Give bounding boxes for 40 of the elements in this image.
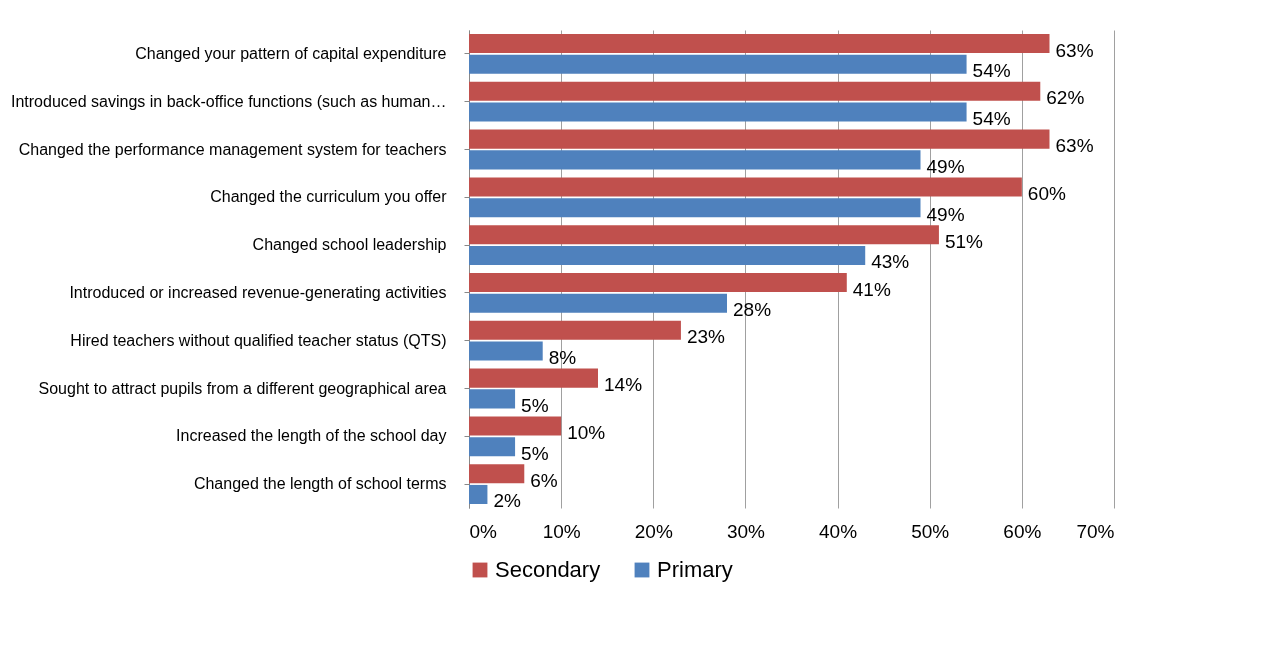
- data-label: 49%: [926, 203, 965, 225]
- x-tick-label: 20%: [634, 520, 673, 542]
- data-label: 60%: [1027, 182, 1066, 204]
- data-label: 5%: [521, 442, 549, 464]
- data-label: 5%: [521, 394, 549, 416]
- x-tick-label: 10%: [542, 520, 581, 542]
- data-label: 43%: [871, 251, 910, 273]
- y-tick-label: Changed the performance management system for teachers: [18, 140, 447, 158]
- data-label: 41%: [852, 278, 891, 300]
- y-tick-label: Increased the length of the school day: [176, 427, 447, 445]
- data-label: 49%: [926, 155, 965, 177]
- data-label: 63%: [1055, 39, 1094, 61]
- data-label: 54%: [972, 60, 1011, 82]
- x-tick-label: 60%: [1003, 520, 1042, 542]
- y-tick-label: Sought to attract pupils from a different geographical area: [38, 379, 447, 397]
- legend-label: Primary: [657, 557, 733, 582]
- data-label: 14%: [604, 374, 643, 396]
- x-tick-label: 50%: [911, 520, 950, 542]
- x-tick-label: 40%: [819, 520, 858, 542]
- y-tick-label: Introduced savings in back-office functions (such as human…: [11, 92, 447, 110]
- legend-label: Secondary: [495, 557, 601, 582]
- data-label: 10%: [567, 421, 606, 443]
- y-tick-label: Hired teachers without qualified teacher status (QTS): [70, 331, 447, 349]
- data-label: 63%: [1055, 135, 1094, 157]
- y-tick-label: Changed the curriculum you offer: [210, 188, 448, 206]
- data-label: 6%: [530, 469, 558, 491]
- data-label: 51%: [944, 230, 984, 252]
- data-label: 23%: [686, 326, 726, 348]
- data-label: 28%: [733, 299, 772, 321]
- x-tick-label: 0%: [469, 520, 498, 542]
- y-tick-label: Introduced or increased revenue-generating activities: [69, 283, 447, 301]
- data-label: 2%: [493, 490, 521, 512]
- y-tick-label: Changed the length of school terms: [193, 475, 447, 493]
- x-tick-label: 70%: [1076, 520, 1115, 542]
- data-label: 8%: [548, 347, 577, 369]
- y-tick-label: Changed your pattern of capital expenditure: [135, 44, 447, 62]
- data-label: 62%: [1046, 87, 1085, 109]
- y-tick-label: Changed school leadership: [252, 236, 447, 254]
- data-label: 54%: [972, 108, 1011, 130]
- x-tick-label: 30%: [726, 520, 766, 542]
